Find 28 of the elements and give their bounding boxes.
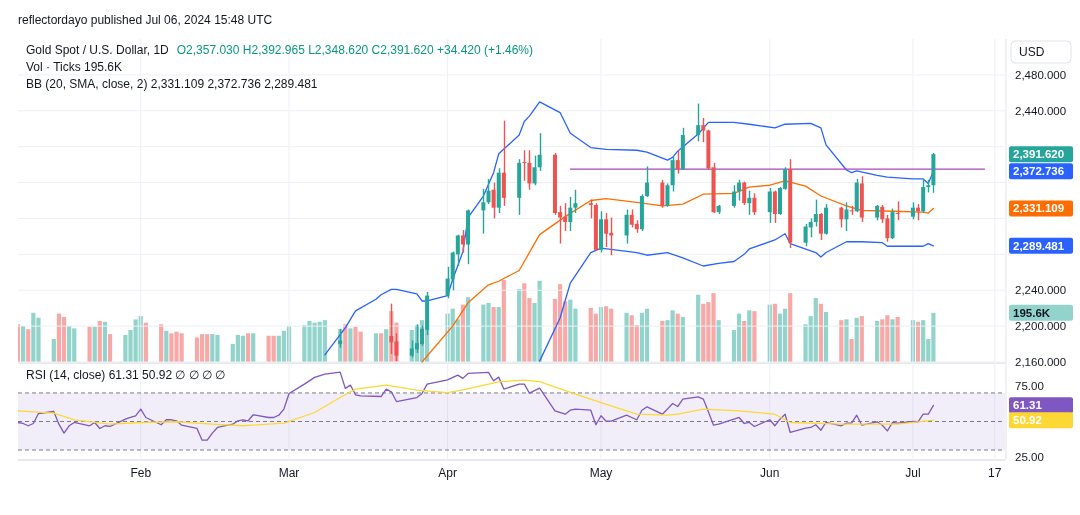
x-tick-label: Jun xyxy=(760,466,780,480)
y-tick-label: 2,480.000 xyxy=(1015,68,1067,81)
text: 2,331.109 xyxy=(1013,202,1065,215)
annotation: BB (20, SMA, close, 2) 2,331.109 2,372.736 2,289.481 xyxy=(26,77,318,91)
annotation: Vol · Ticks 195.6K xyxy=(26,60,123,74)
text: 61.31 xyxy=(1013,399,1043,412)
chart-title: Gold Spot / U.S. Dollar, 1D xyxy=(26,43,169,57)
y-axis-title: USD xyxy=(1019,45,1045,59)
annotation: O2,357.030 H2,392.965 L2,348.620 C2,391.620 +34.420 (+1.46%) xyxy=(176,43,534,57)
text: 2,372.736 xyxy=(1013,165,1065,178)
y-tick-label: 2,240.000 xyxy=(1015,284,1067,297)
x-tick-label: May xyxy=(589,466,613,480)
x-tick-label: Jul xyxy=(905,466,921,480)
x-tick-label: Mar xyxy=(278,466,300,480)
text: 50.92 xyxy=(1013,414,1042,427)
y-tick-label: 75.00 xyxy=(1015,379,1044,392)
text: 2,289.481 xyxy=(1013,239,1065,252)
y-tick-label: 25.00 xyxy=(1015,451,1044,464)
x-tick-label: Apr xyxy=(438,466,457,480)
annotation: RSI (14, close) 61.31 50.92 ∅ ∅ ∅ ∅ xyxy=(26,368,226,382)
text: 195.6K xyxy=(1013,306,1051,319)
x-tick-label: 17 xyxy=(988,466,1002,480)
y-tick-label: 2,440.000 xyxy=(1015,104,1067,117)
text: 2,391.620 xyxy=(1013,148,1065,161)
chart-subtitle: reflectordayo published Jul 06, 2024 15:48 UTC xyxy=(18,13,273,27)
y-tick-label: 2,160.000 xyxy=(1015,356,1067,368)
x-tick-label: Feb xyxy=(130,466,152,480)
y-tick-label: 2,200.000 xyxy=(1015,320,1067,333)
